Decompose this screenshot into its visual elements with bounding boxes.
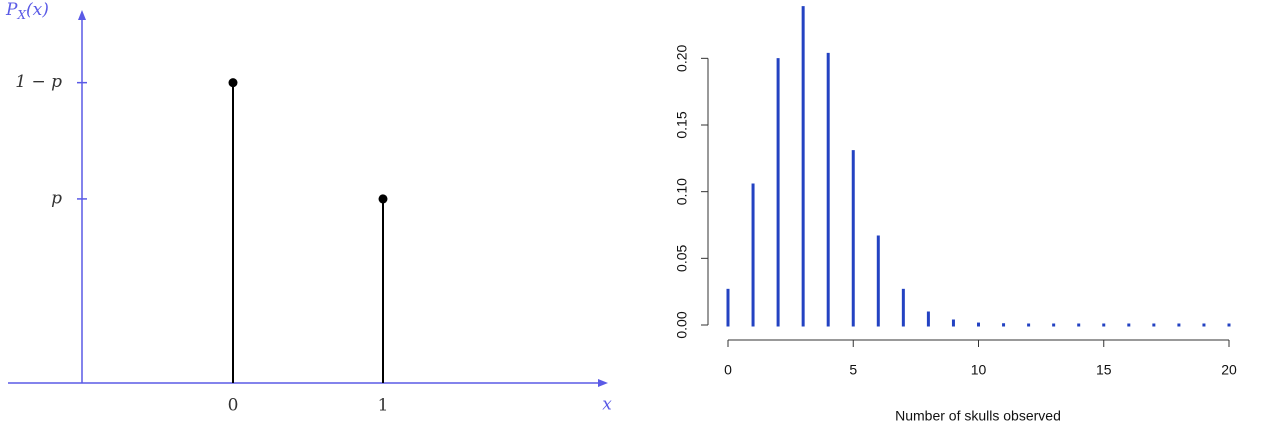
x-tick-label: 10 bbox=[971, 362, 987, 378]
stem-dot bbox=[228, 78, 238, 88]
y-tick-label: 0.05 bbox=[674, 244, 690, 271]
stem-dot bbox=[378, 194, 388, 204]
y-tick-label: 0.20 bbox=[674, 44, 690, 71]
x-axis-label: Number of skulls observed bbox=[895, 408, 1061, 424]
y-tick-label: p bbox=[51, 188, 62, 208]
right-chart: 0.00 0.05 0.10 0.15 0.20 0 5 10 15 20 Number of sk… bbox=[674, 6, 1237, 424]
y-axis-label: PX(x) bbox=[5, 0, 49, 22]
y-tick-label: 0.10 bbox=[674, 178, 690, 205]
left-chart: PX(x) x 1 − p p 0 1 bbox=[5, 0, 612, 416]
x-tick-label: 5 bbox=[849, 362, 857, 378]
x-axis-arrow bbox=[598, 379, 608, 387]
x-tick-label: 1 bbox=[378, 396, 389, 416]
y-tick-label: 1 − p bbox=[15, 72, 62, 92]
x-tick-label: 0 bbox=[724, 362, 732, 378]
x-tick-label: 0 bbox=[228, 396, 239, 416]
y-tick-label: 0.15 bbox=[674, 111, 690, 138]
y-tick-label: 0.00 bbox=[674, 311, 690, 338]
x-axis-label: x bbox=[602, 395, 612, 415]
x-tick-label: 20 bbox=[1221, 362, 1237, 378]
x-tick-label: 15 bbox=[1096, 362, 1112, 378]
y-axis-arrow bbox=[78, 10, 86, 20]
